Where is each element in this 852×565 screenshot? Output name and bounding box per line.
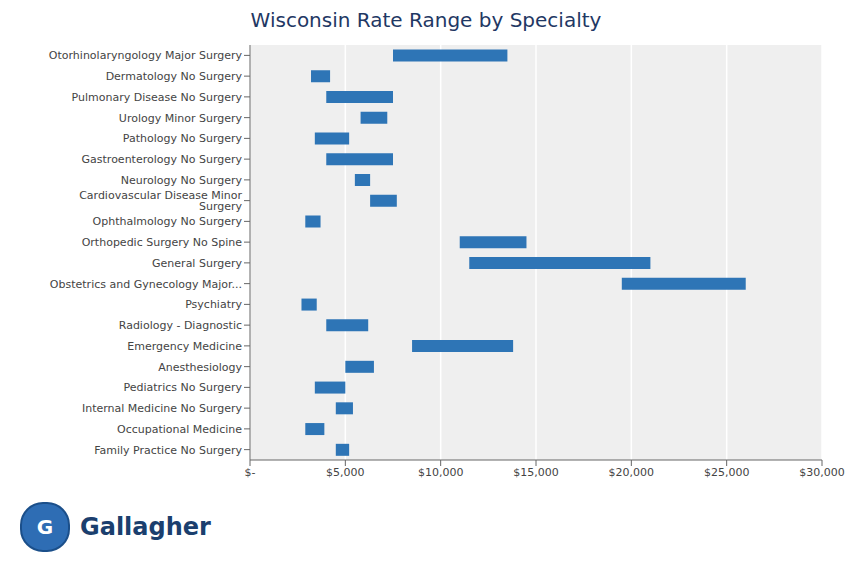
svg-text:$25,000: $25,000 [704, 466, 750, 479]
html-text:Gallagher: Gallagher [80, 513, 211, 541]
svg-text:Family Practice No Surgery: Family Practice No Surgery [94, 444, 242, 457]
svg-text:$20,000: $20,000 [609, 466, 655, 479]
svg-text:Orthopedic Surgery No Spine: Orthopedic Surgery No Spine [82, 236, 243, 249]
svg-text:$30,000: $30,000 [799, 466, 844, 479]
svg-text:$10,000: $10,000 [418, 466, 464, 479]
svg-text:$15,000: $15,000 [513, 466, 559, 479]
svg-text:Gastroenterology No Surgery: Gastroenterology No Surgery [82, 153, 243, 166]
svg-text:Anesthesiology: Anesthesiology [158, 361, 242, 374]
svg-text:Occupational Medicine: Occupational Medicine [117, 423, 242, 436]
html-text:G: G [36, 515, 54, 539]
svg-text:$-: $- [245, 466, 256, 479]
svg-text:Dermatology No Surgery: Dermatology No Surgery [106, 70, 243, 83]
svg-text:Otorhinolaryngology Major Surg: Otorhinolaryngology Major Surgery [49, 49, 243, 62]
svg-text:Internal Medicine No Surgery: Internal Medicine No Surgery [82, 402, 243, 415]
svg-text:Pulmonary Disease No Surgery: Pulmonary Disease No Surgery [72, 91, 243, 104]
svg-text:Cardiovascular Disease MinorSu: Cardiovascular Disease MinorSurgery [79, 189, 242, 213]
svg-text:Emergency Medicine: Emergency Medicine [127, 340, 242, 353]
svg-text:Psychiatry: Psychiatry [185, 298, 242, 311]
svg-text:Pathology No Surgery: Pathology No Surgery [123, 132, 243, 145]
svg-text:General Surgery: General Surgery [152, 257, 242, 270]
svg-text:Urology Minor Surgery: Urology Minor Surgery [119, 112, 243, 125]
svg-text:Ophthalmology No Surgery: Ophthalmology No Surgery [93, 215, 243, 228]
svg-text:Pediatrics No Surgery: Pediatrics No Surgery [124, 381, 243, 394]
html-text:Wisconsin Rate Range by Specia: Wisconsin Rate Range by Specialty [250, 8, 602, 32]
svg-text:$5,000: $5,000 [326, 466, 365, 479]
svg-text:Neurology No Surgery: Neurology No Surgery [121, 174, 243, 187]
svg-text:Radiology - Diagnostic: Radiology - Diagnostic [119, 319, 242, 332]
svg-text:Obstetrics and Gynecology Majo: Obstetrics and Gynecology Major... [50, 278, 242, 291]
